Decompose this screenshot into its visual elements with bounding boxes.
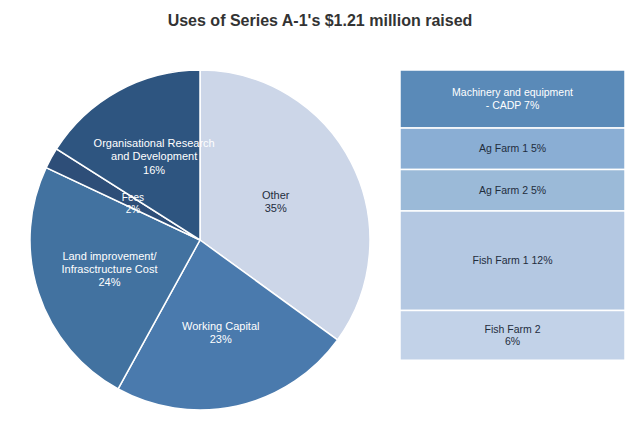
segment-label: Ag Farm 2 5% bbox=[479, 184, 546, 196]
label-line: 16% bbox=[143, 164, 165, 176]
label-line: Ag Farm 2 5% bbox=[479, 184, 546, 196]
label-line: - CADP 7% bbox=[486, 99, 540, 111]
pie bbox=[30, 70, 370, 410]
breakdown-segment bbox=[400, 170, 625, 211]
label-line: Land improvement/ bbox=[62, 250, 157, 262]
breakdown-segment bbox=[400, 70, 625, 128]
slice-label: Organisational Researchand Development 16… bbox=[94, 137, 215, 175]
label-line: Ag Farm 1 5% bbox=[479, 142, 546, 154]
breakdown-bar bbox=[400, 70, 625, 360]
segment-label: Machinery and equipment- CADP 7% bbox=[452, 86, 573, 111]
breakdown-segment bbox=[400, 310, 625, 360]
chart-svg: Uses of Series A-1's $1.21 million raise… bbox=[0, 0, 640, 434]
label-line: 35% bbox=[265, 202, 287, 214]
slice-label: Land improvement/Infrasctructure Cost24% bbox=[61, 250, 157, 288]
slice-label: Working Capital23% bbox=[182, 320, 259, 345]
label-line: Machinery and equipment bbox=[452, 86, 573, 98]
chart-title: Uses of Series A-1's $1.21 million raise… bbox=[168, 12, 473, 29]
pie-slice bbox=[56, 70, 200, 240]
label-line: 2% bbox=[126, 204, 141, 215]
label-line: Fish Farm 1 12% bbox=[473, 254, 553, 266]
label-line: Fish Farm 2 bbox=[484, 323, 540, 335]
label-line: 24% bbox=[98, 276, 120, 288]
label-line: Working Capital bbox=[182, 320, 259, 332]
label-line: 23% bbox=[210, 333, 232, 345]
label-line: 6% bbox=[505, 335, 520, 347]
label-line: and Development bbox=[111, 150, 197, 162]
slice-label: Other35% bbox=[262, 189, 290, 214]
segment-label: Ag Farm 1 5% bbox=[479, 142, 546, 154]
slice-labels: Other35% Working Capital23% Land improveme… bbox=[61, 137, 289, 345]
label-line: Other bbox=[262, 189, 290, 201]
breakdown-labels: Machinery and equipment- CADP 7% Ag Farm … bbox=[452, 86, 573, 347]
slice-label: Fees2% bbox=[122, 192, 144, 215]
label-line: Organisational Research bbox=[94, 137, 215, 149]
label-line: Fees bbox=[122, 192, 144, 203]
label-line: Infrasctructure Cost bbox=[61, 263, 157, 275]
breakdown-segment bbox=[400, 211, 625, 311]
segment-label: Fish Farm 1 12% bbox=[473, 254, 553, 266]
segment-label: Fish Farm 26% bbox=[484, 323, 540, 348]
breakdown-segment bbox=[400, 128, 625, 169]
